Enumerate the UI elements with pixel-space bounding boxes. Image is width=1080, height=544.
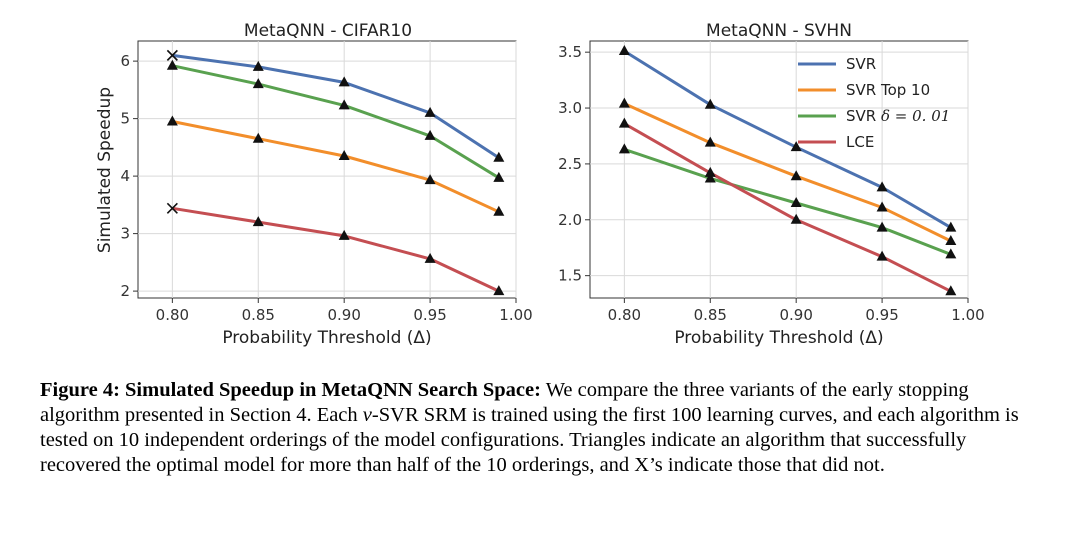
legend-label-svr: SVR — [846, 55, 876, 73]
x-marker-svr — [166, 49, 178, 61]
triangle-marker-svr — [424, 106, 436, 117]
triangle-marker-lce — [424, 252, 436, 263]
legend-label-math: δ = 0. 01 — [881, 107, 950, 125]
chart-cifar10: MetaQNN - CIFAR10 0.80 0.85 0.90 0.95 1.00 2… — [95, 21, 533, 348]
caption-text-1: We compare the three variants of the ear… — [40, 379, 969, 426]
legend-label-prefix: SVR — [846, 107, 881, 125]
chart-title: MetaQNN - SVHN — [706, 21, 852, 41]
triangle-marker-lce — [790, 213, 802, 224]
x-axis-label: Probability Threshold (Δ) — [674, 328, 883, 348]
y-tick-label: 2 — [120, 282, 130, 300]
triangle-marker-svr-top-10 — [876, 201, 888, 212]
triangle-marker-svr-0-01 — [704, 172, 716, 183]
y-tick-label: 2.5 — [558, 155, 582, 173]
triangle-marker-svr-top-10 — [945, 235, 957, 246]
triangle-marker-svr-top-10 — [618, 97, 630, 108]
x-tick-label: 0.85 — [242, 306, 275, 324]
legend-label-svr-delta: SVR δ = 0. 01 — [846, 107, 950, 125]
triangle-marker-svr — [790, 141, 802, 152]
chart-svhn: MetaQNN - SVHN 0.80 0.85 0.90 0.95 1.00 1.5 2… — [558, 21, 985, 348]
triangle-marker-svr-top-10 — [252, 132, 264, 143]
y-tick-label: 2.0 — [558, 211, 582, 229]
x-tick-label: 0.90 — [779, 306, 812, 324]
x-ticks: 0.80 0.85 0.90 0.95 1.00 — [608, 298, 985, 324]
triangle-marker-lce — [618, 117, 630, 128]
x-tick-label: 0.80 — [608, 306, 641, 324]
x-marker-lce — [166, 202, 178, 214]
triangle-marker-svr-0-01 — [166, 59, 178, 70]
triangle-marker-svr-0-01 — [338, 99, 350, 110]
triangle-marker-svr — [945, 221, 957, 232]
y-tick-label: 6 — [120, 52, 130, 70]
triangle-marker-svr-top-10 — [704, 136, 716, 147]
y-tick-label: 4 — [120, 167, 130, 185]
x-tick-label: 1.00 — [499, 306, 532, 324]
triangle-marker-svr — [252, 60, 264, 71]
triangle-marker-svr-top-10 — [790, 170, 802, 181]
caption-nu: ν — [362, 404, 372, 426]
x-tick-label: 0.85 — [694, 306, 727, 324]
x-axis-label: Probability Threshold (Δ) — [222, 328, 431, 348]
y-ticks: 2 3 4 5 6 — [120, 52, 138, 300]
legend: SVR SVR Top 10 SVR δ = 0. 01 LCE — [798, 55, 950, 151]
x-tick-label: 0.95 — [413, 306, 446, 324]
triangle-marker-svr-0-01 — [790, 197, 802, 208]
triangle-marker-svr — [338, 76, 350, 87]
x-tick-label: 1.00 — [951, 306, 984, 324]
y-ticks: 1.5 2.0 2.5 3.0 3.5 — [558, 43, 590, 285]
triangle-marker-svr-0-01 — [876, 221, 888, 232]
triangle-marker-svr-0-01 — [424, 129, 436, 140]
y-tick-label: 3 — [120, 225, 130, 243]
triangle-marker-lce — [945, 285, 957, 296]
triangle-marker-svr-top-10 — [338, 149, 350, 160]
triangle-marker-lce — [493, 285, 505, 296]
chart-title: MetaQNN - CIFAR10 — [244, 21, 412, 41]
series-group — [166, 49, 505, 296]
triangle-marker-svr-top-10 — [493, 205, 505, 216]
triangle-marker-svr — [876, 181, 888, 192]
triangle-marker-svr-0-01 — [493, 171, 505, 182]
x-tick-label: 0.80 — [156, 306, 189, 324]
legend-label-svr-top10: SVR Top 10 — [846, 81, 930, 99]
caption-text-2: -SVR SRM is trained using the first 100 … — [40, 404, 1019, 476]
figure-caption: Figure 4: Simulated Speedup in MetaQNN S… — [40, 378, 1050, 478]
charts-figure: MetaQNN - CIFAR10 0.80 0.85 0.90 0.95 1.00 2… — [95, 21, 985, 348]
triangle-marker-svr-top-10 — [424, 174, 436, 185]
y-tick-label: 3.0 — [558, 99, 582, 117]
y-tick-label: 3.5 — [558, 43, 582, 61]
triangle-marker-lce — [338, 229, 350, 240]
legend-label-lce: LCE — [846, 133, 874, 151]
triangle-marker-svr-0-01 — [945, 248, 957, 259]
triangle-marker-svr — [704, 98, 716, 109]
triangle-marker-svr-0-01 — [618, 143, 630, 154]
triangle-marker-svr — [618, 45, 630, 56]
x-tick-label: 0.90 — [327, 306, 360, 324]
caption-lead: Figure 4: Simulated Speedup in MetaQNN S… — [40, 379, 541, 401]
triangle-marker-svr-0-01 — [252, 78, 264, 89]
triangle-marker-lce — [704, 166, 716, 177]
series-group — [618, 45, 957, 296]
y-tick-label: 1.5 — [558, 267, 582, 285]
triangle-marker-lce — [252, 216, 264, 227]
x-ticks: 0.80 0.85 0.90 0.95 1.00 — [156, 298, 533, 324]
plot-frame — [137, 40, 517, 299]
triangle-marker-svr-top-10 — [166, 115, 178, 126]
x-tick-label: 0.95 — [865, 306, 898, 324]
y-axis-label: Simulated Speedup — [95, 87, 115, 253]
y-tick-label: 5 — [120, 110, 130, 128]
triangle-marker-lce — [876, 250, 888, 261]
triangle-marker-svr — [493, 151, 505, 162]
